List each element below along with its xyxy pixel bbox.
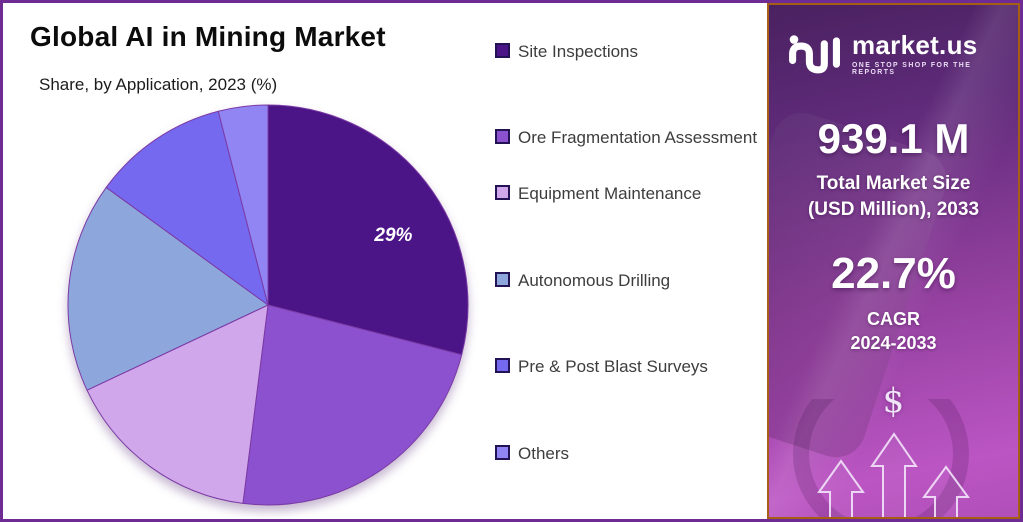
pie-data-label: 29%	[373, 225, 412, 246]
legend-swatch-icon	[495, 358, 510, 373]
logo: market.us ONE STOP SHOP FOR THE REPORTS	[787, 31, 1018, 77]
cagr-label-line1: CAGR	[867, 309, 920, 329]
legend-item: Ore Fragmentation Assessment	[495, 125, 767, 151]
legend-item: Pre & Post Blast Surveys	[495, 354, 767, 380]
page-subtitle: Share, by Application, 2023 (%)	[39, 75, 278, 94]
market-size-label-line1: Total Market Size	[816, 173, 971, 194]
legend-item: Autonomous Drilling	[495, 268, 767, 294]
legend-label: Site Inspections	[518, 42, 639, 61]
pie-chart: 29%	[65, 102, 471, 508]
pie-chart-svg: 29%	[67, 104, 469, 506]
legend-label: Pre & Post Blast Surveys	[518, 357, 708, 376]
legend-label: Ore Fragmentation Assessment	[518, 128, 758, 147]
market-size-label: Total Market Size (USD Million), 2033	[769, 171, 1018, 223]
legend-swatch-icon	[495, 129, 510, 144]
legend-swatch-icon	[495, 185, 510, 200]
pie-slice-5	[217, 104, 269, 306]
legend-swatch-icon	[495, 272, 510, 287]
legend-label: Autonomous Drilling	[518, 271, 671, 290]
legend-item: Others	[495, 441, 767, 467]
dollar-icon: $	[882, 381, 905, 421]
pie-slice-2	[86, 304, 269, 504]
market-size-label-line2: (USD Million), 2033	[807, 199, 980, 220]
legend-label: Others	[518, 444, 570, 463]
pie-slice-1	[242, 304, 463, 506]
legend-label: Equipment Maintenance	[518, 184, 702, 203]
legend-item: Equipment Maintenance	[495, 181, 767, 207]
legend-item: Site Inspections	[495, 39, 767, 65]
cagr-label: CAGR 2024-2033	[769, 307, 1018, 355]
pie-slice-3	[67, 186, 269, 391]
sidebar: market.us ONE STOP SHOP FOR THE REPORTS …	[767, 3, 1020, 519]
market-us-logo-mark-icon	[789, 35, 840, 74]
legend: Site Inspections Ore Fragmentation Assess…	[495, 39, 767, 467]
pie-slice-4	[105, 110, 269, 306]
brand-name: market.us	[851, 30, 978, 60]
pie-slice-0	[267, 104, 469, 356]
growth-arrows-icon	[793, 399, 970, 517]
brand-tagline: ONE STOP SHOP FOR THE REPORTS	[851, 62, 972, 76]
market-size-value: 939.1 M	[817, 115, 970, 162]
legend-swatch-icon	[495, 445, 510, 460]
legend-swatch-icon	[495, 43, 510, 58]
cagr-value: 22.7%	[831, 249, 956, 298]
cagr-label-line2: 2024-2033	[850, 333, 937, 353]
logo-text: market.us ONE STOP SHOP FOR THE REPORTS	[852, 32, 1018, 76]
page-title: Global AI in Mining Market	[30, 21, 386, 52]
